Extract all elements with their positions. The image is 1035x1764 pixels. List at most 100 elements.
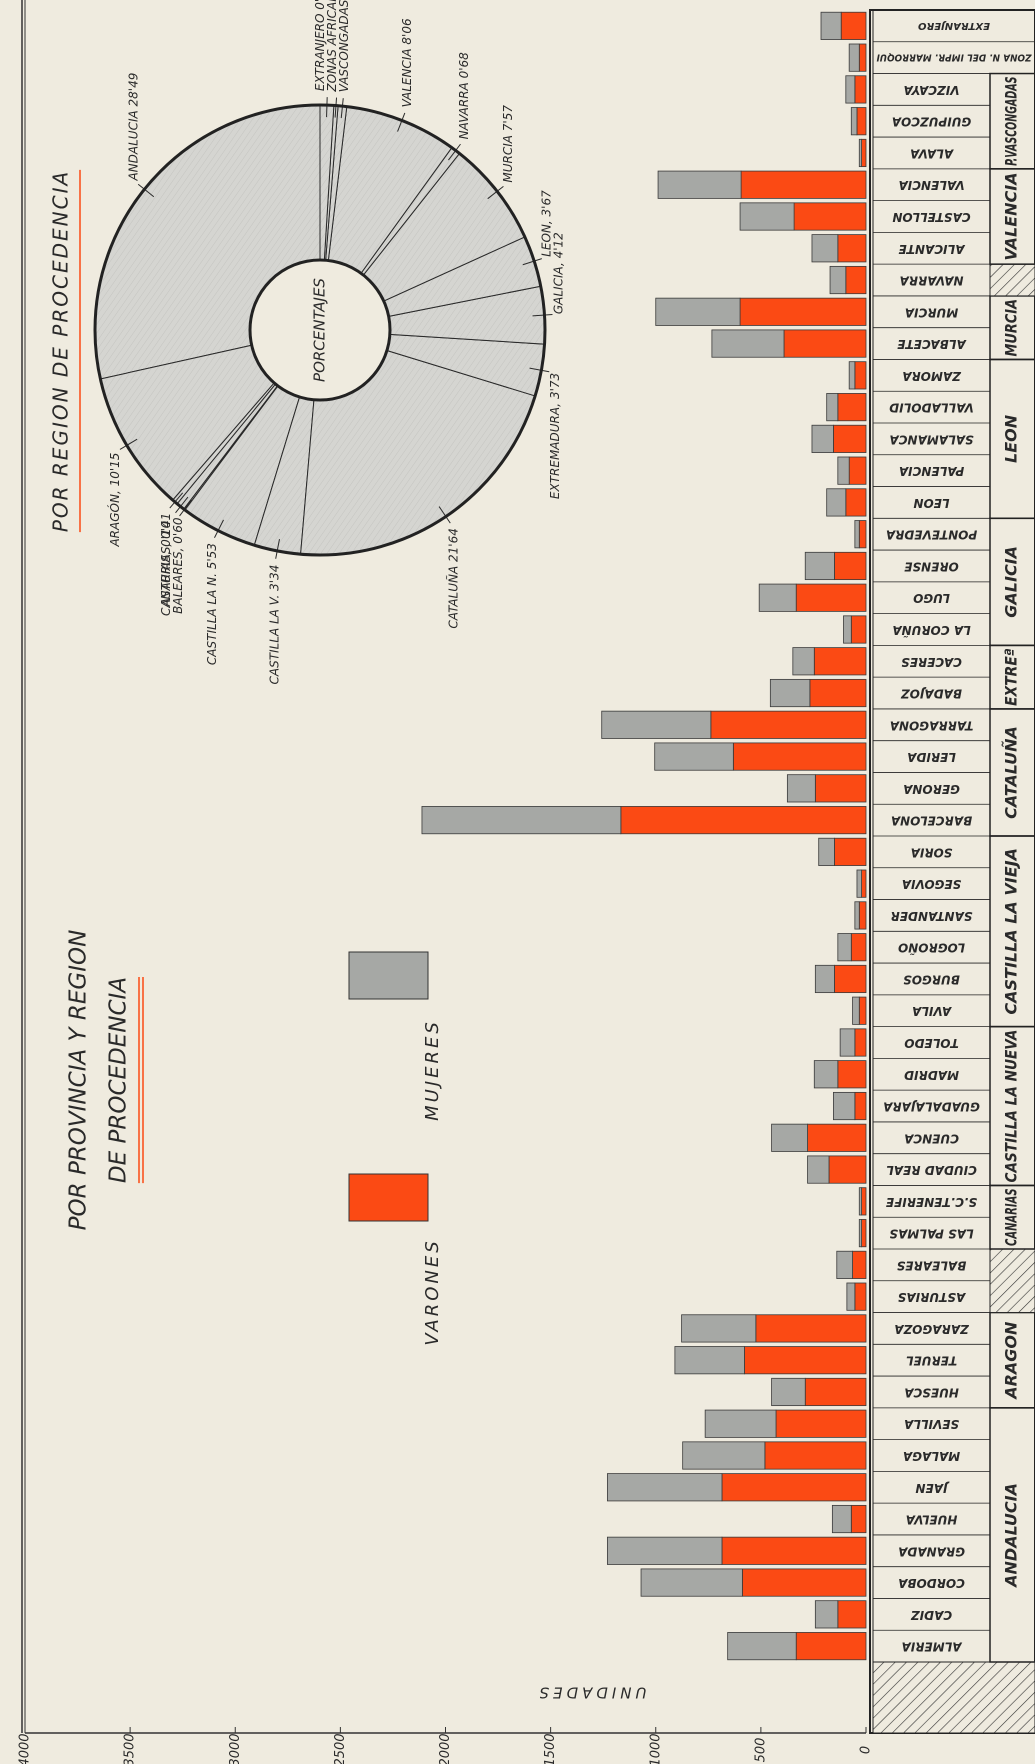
label-tick (175, 496, 189, 514)
bar-segment (764, 1441, 867, 1470)
category-label: LOGROÑO (898, 941, 965, 956)
label-tick (119, 438, 138, 450)
pie-label-value: 3'67 (539, 190, 553, 217)
category-label: BARCELONA (891, 814, 972, 828)
bar-segment (850, 1504, 867, 1534)
category-label: ASTURIAS (898, 1290, 967, 1304)
y-tick-label: 2500 (333, 1733, 348, 1764)
bar-segment (850, 107, 858, 136)
pie-label-name: ASTURIAS, (158, 543, 172, 607)
pie-label: CASTILLA LA N. 5'53 (204, 543, 218, 665)
pie-label: CATALUÑA 21'64 (445, 528, 460, 628)
pie-label: NAVARRA 0'68 (457, 52, 471, 139)
region-cell (989, 72, 1035, 170)
pie-label-value: 5'53 (204, 543, 218, 569)
bar-segment (758, 583, 797, 612)
pie-label: ZONAS AFRICANAS 0'30 (324, 0, 338, 93)
bar-segment (601, 710, 712, 739)
category-label: SORIA (911, 845, 953, 859)
bar-segment (843, 615, 852, 644)
category-label: CASTELLON (892, 210, 970, 224)
bar-segment (820, 11, 842, 40)
bar-segment (861, 138, 867, 168)
bar-segment (850, 933, 867, 962)
bar-segment (858, 901, 867, 930)
pie-hole (248, 258, 392, 402)
pie-center-label: PORCENTAJES (311, 278, 329, 382)
bar-segment (837, 1060, 867, 1089)
region-label: ARAGON (1002, 1321, 1021, 1401)
bar-segment (771, 1377, 806, 1407)
pie-label: EXTREMADURA, 3'73 (548, 373, 562, 499)
region-label: EXTREª (1002, 648, 1021, 706)
pie-label-name: ARAGÓN, (106, 490, 121, 547)
bar-segment (845, 265, 867, 295)
region-label: LEON (1002, 414, 1021, 463)
category-label: AVILA (912, 1004, 952, 1018)
bar-segment (739, 297, 867, 326)
category-label: TARRAGONA (890, 718, 974, 732)
bar-segment (826, 393, 839, 422)
bar-segment (655, 297, 741, 326)
bar-segment (795, 1632, 867, 1661)
bar-segment (854, 1028, 867, 1057)
pie-label-value: 7'57 (501, 105, 515, 132)
pie-label-name: MURCIA (501, 135, 515, 183)
pie-label-value: 28'49 (126, 73, 140, 107)
category-label: LUGO (913, 591, 950, 605)
bar-segment (814, 774, 867, 803)
bar-segment (804, 551, 835, 581)
bar-segment (858, 996, 867, 1025)
bar-segment (829, 265, 847, 295)
label-tick (529, 367, 550, 373)
pie-label-value: 0'68 (457, 52, 471, 79)
pie-label-name: EXTREMADURA, (548, 403, 562, 499)
category-label: BURGOS (903, 972, 960, 986)
bar-segment (814, 1600, 839, 1629)
label-tick (275, 539, 280, 559)
category-label: MALAGA (903, 1449, 960, 1463)
bar-segment (848, 456, 867, 485)
bar-segment (741, 1568, 867, 1597)
region-label: ANDALUCIA (1002, 1483, 1021, 1589)
category-label: LAS PALMAS (889, 1227, 973, 1241)
bar-segment (721, 1536, 867, 1565)
category-label: MURCIA (905, 305, 958, 319)
bar-segment (858, 520, 867, 549)
category-label: VIZCAYA (904, 83, 960, 97)
category-label: LERIDA (907, 750, 956, 764)
category-label: CUENCA (904, 1131, 959, 1145)
chart-title: DE PROCEDENCIA (106, 977, 132, 1183)
bar-segment (804, 1377, 867, 1407)
bar-segment (744, 1346, 867, 1375)
label-tick (326, 97, 328, 118)
category-label: ALAVA (910, 146, 954, 160)
bar-segment (813, 647, 867, 676)
pie-title: POR REGION DE PROCEDENCIA (49, 170, 73, 532)
pie-label: ASTURIAS, 0'41 (158, 513, 172, 608)
category-label: TOLEDO (904, 1036, 958, 1050)
bar-segment (858, 43, 867, 72)
bar-segment (858, 1219, 862, 1248)
pie-label-value: 0'60 (170, 517, 184, 544)
bar-segment (792, 647, 815, 676)
bar-segment (710, 710, 867, 739)
label-tick (137, 183, 155, 198)
pie-label-name: ZONAS AFRICANAS (324, 0, 338, 93)
bar-segment (786, 774, 816, 803)
bar-segment (739, 202, 795, 231)
category-label: NAVARRA (899, 274, 963, 288)
category-label: CADIZ (911, 1608, 953, 1622)
pie-label: BALEARES, 0'60 (170, 517, 184, 614)
pie-label-value: 0'98 (312, 0, 326, 10)
pie-label: EXTRANJERO 0'98 (312, 0, 326, 91)
bar-segment (657, 170, 742, 199)
bar-segment (833, 424, 867, 453)
bar-segment (837, 933, 852, 962)
category-label: SANTANDER (891, 909, 973, 923)
region-label: P.VASCONGADAS (1002, 77, 1021, 166)
y-tick-label: 500 (753, 1738, 768, 1763)
category-label: GERONA (903, 782, 960, 796)
category-label: CIUDAD REAL (886, 1163, 977, 1177)
